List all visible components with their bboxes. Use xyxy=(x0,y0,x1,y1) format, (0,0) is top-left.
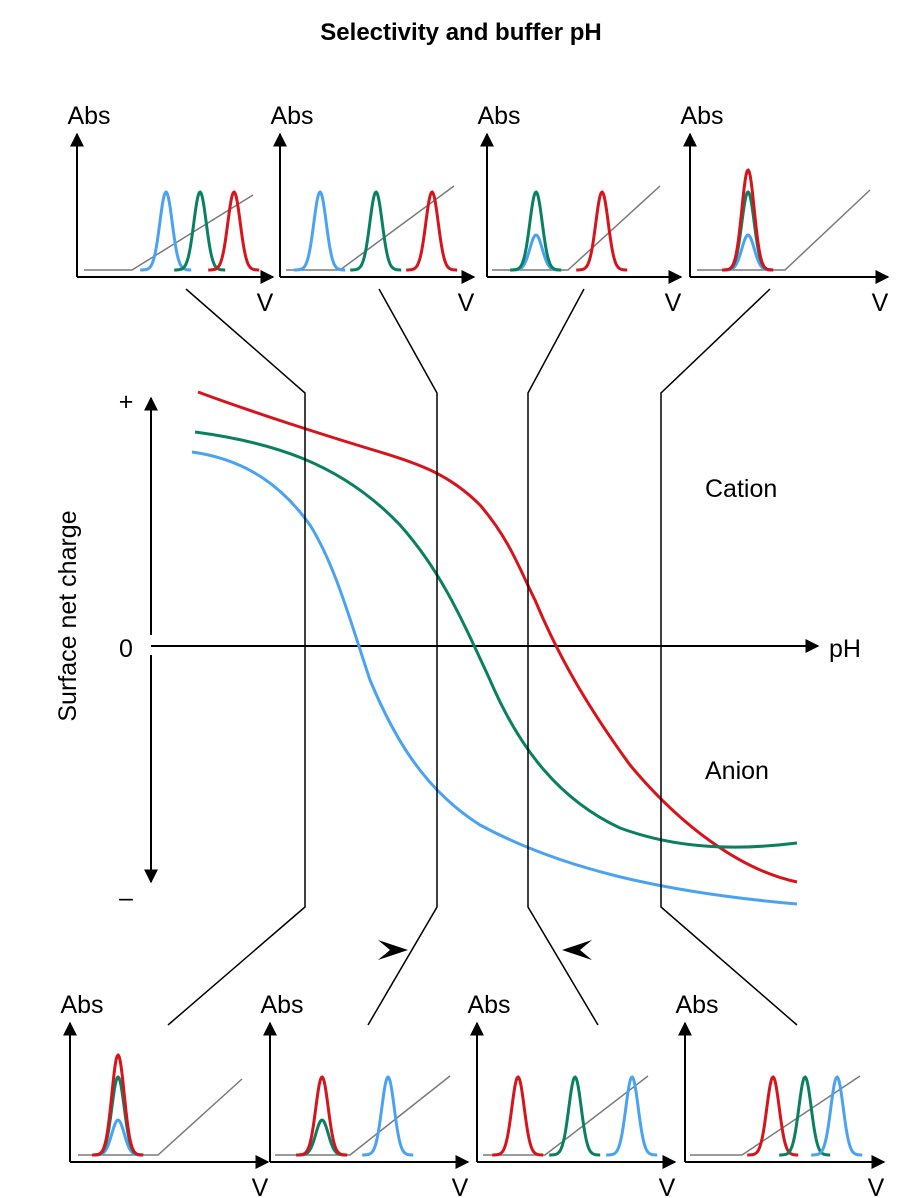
peak-red xyxy=(721,168,774,272)
gradient-baseline xyxy=(690,1075,861,1156)
connector-4 xyxy=(660,288,798,1026)
abs-axis-label: Abs xyxy=(675,991,718,1019)
chromatogram-top-3: Abs V xyxy=(477,102,683,317)
y-axis-minus-label: – xyxy=(119,884,133,912)
connector-2 xyxy=(367,288,438,1026)
gradient-baseline xyxy=(483,1075,649,1156)
peak-red xyxy=(746,1075,799,1157)
peak-green xyxy=(295,1118,348,1157)
main-axes xyxy=(144,396,820,884)
abs-axis-label: Abs xyxy=(60,991,103,1019)
peak-red xyxy=(575,190,628,272)
connector-1 xyxy=(167,288,306,1026)
peak-red xyxy=(405,190,458,272)
curve-red xyxy=(197,390,798,884)
abs-axis-label: Abs xyxy=(467,991,510,1019)
peak-green xyxy=(349,190,402,272)
peak-green xyxy=(509,190,562,272)
peak-blue xyxy=(721,233,774,272)
peak-blue xyxy=(605,1075,658,1157)
peak-blue xyxy=(361,1075,414,1157)
volume-axis-label: V xyxy=(872,289,889,317)
chromatogram-top-1: Abs V xyxy=(67,102,275,317)
abs-axis-label: Abs xyxy=(260,991,303,1019)
curve-green xyxy=(194,430,798,849)
peak-red xyxy=(207,190,260,272)
titration-curves xyxy=(191,390,798,906)
gradient-baseline xyxy=(78,1078,243,1156)
peak-blue xyxy=(509,233,562,272)
volume-axis-label: V xyxy=(257,289,274,317)
chromatogram-bottom-1: Abs V xyxy=(60,991,270,1198)
abs-axis-label: Abs xyxy=(680,102,723,130)
peak-red xyxy=(91,1053,144,1157)
chromatogram-panels: Abs V Abs V Abs V Abs V Abs V Abs V Abs V Abs V xyxy=(60,102,890,1198)
peak-green xyxy=(778,1075,831,1157)
anion-region-label: Anion xyxy=(705,757,769,785)
left-pointing-arrowhead xyxy=(562,940,592,960)
connector-lines xyxy=(167,288,798,1026)
peak-blue xyxy=(139,190,192,272)
gradient-baseline xyxy=(84,194,254,271)
peak-green xyxy=(173,190,226,272)
peak-green xyxy=(548,1075,601,1157)
abs-axis-label: Abs xyxy=(270,102,313,130)
right-pointing-arrowhead xyxy=(378,940,408,960)
chromatogram-bottom-2: Abs V xyxy=(260,991,470,1198)
x-axis-title: pH xyxy=(829,635,861,663)
abs-axis-label: Abs xyxy=(67,102,110,130)
gradient-baseline xyxy=(275,1075,451,1156)
y-axis-zero-label: 0 xyxy=(119,635,133,663)
peak-green xyxy=(91,1075,144,1157)
peak-green xyxy=(721,190,774,272)
gradient-baseline xyxy=(697,189,871,271)
abs-axis-label: Abs xyxy=(477,102,520,130)
volume-axis-label: V xyxy=(659,1174,676,1198)
curve-blue xyxy=(191,450,798,906)
peak-red xyxy=(295,1075,348,1157)
peak-blue xyxy=(91,1118,144,1157)
connector-3 xyxy=(527,288,599,1026)
diagram-title: Selectivity and buffer pH xyxy=(320,19,601,46)
chromatogram-top-4: Abs V xyxy=(680,102,890,317)
chromatogram-bottom-3: Abs V xyxy=(467,991,677,1198)
peak-blue xyxy=(810,1075,863,1157)
y-axis-plus-label: + xyxy=(119,388,134,416)
gradient-baseline xyxy=(492,185,661,271)
chromatogram-top-2: Abs V xyxy=(270,102,476,317)
volume-axis-label: V xyxy=(458,289,475,317)
volume-axis-label: V xyxy=(452,1174,469,1198)
volume-axis-label: V xyxy=(665,289,682,317)
y-axis-title: Surface net charge xyxy=(54,510,82,721)
chromatogram-bottom-4: Abs V xyxy=(675,991,886,1198)
peak-red xyxy=(491,1075,544,1157)
volume-axis-label: V xyxy=(252,1174,269,1198)
cation-region-label: Cation xyxy=(705,475,777,503)
volume-axis-label: V xyxy=(868,1174,885,1198)
peak-blue xyxy=(293,190,346,272)
